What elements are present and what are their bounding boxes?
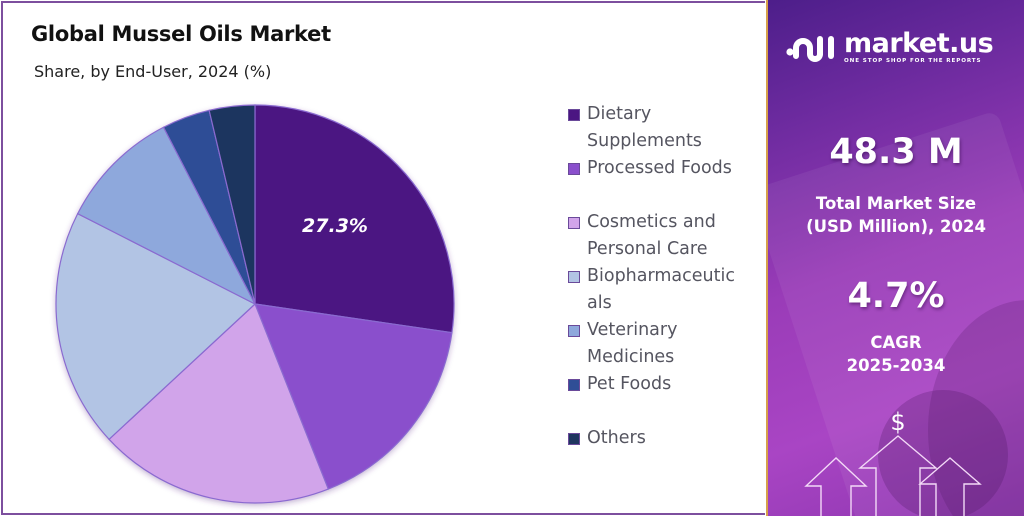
- pie-slice-veterinary-medicines[interactable]: [76, 126, 257, 306]
- pie-slice-dietary-supplements[interactable]: [254, 104, 455, 334]
- legend-label: Pet Foods: [587, 374, 672, 394]
- brand-tagline: ONE STOP SHOP FOR THE REPORTS: [844, 57, 982, 64]
- legend-item-dietary-supplements[interactable]: Dietary Supplements: [568, 103, 762, 155]
- chart-panel: Global Mussel Oils Market Share, by End-…: [1, 1, 765, 515]
- brand-name: market.us: [844, 27, 994, 59]
- market-size-caption: Total Market Size (USD Million), 2024: [768, 192, 1024, 238]
- legend-label: Cosmetics and Personal Care: [587, 212, 716, 259]
- legend-item-processed-foods[interactable]: Processed Foods: [568, 157, 762, 182]
- legend-item-biopharmaceuticals[interactable]: Biopharmaceutic als: [568, 265, 762, 317]
- legend-label: Dietary Supplements: [587, 104, 702, 151]
- legend-item-pet-foods[interactable]: Pet Foods: [568, 373, 762, 398]
- coffee-cup-decoration: [878, 390, 1008, 516]
- cagr-stat: 4.7%: [768, 276, 1024, 316]
- legend-swatch: [568, 217, 580, 229]
- cagr-value: 4.7%: [847, 276, 945, 316]
- market-us-logo-icon: [786, 36, 834, 62]
- legend-swatch: [568, 271, 580, 283]
- legend-swatch: [568, 433, 580, 445]
- market-size-stat: 48.3 M: [768, 132, 1024, 172]
- market-size-caption-line2: (USD Million), 2024: [806, 217, 986, 236]
- slice-label-dietary-supplements: 27.3%: [302, 215, 368, 237]
- brand-logo[interactable]: market.us ONE STOP SHOP FOR THE REPORTS: [786, 27, 994, 64]
- summary-panel: market.us ONE STOP SHOP FOR THE REPORTS …: [766, 0, 1024, 516]
- legend-label: Veterinary Medicines: [587, 320, 678, 367]
- growth-arrows-icon: $: [804, 408, 982, 516]
- legend-item-cosmetics-and-personal-care[interactable]: Cosmetics and Personal Care: [568, 211, 762, 263]
- chart-title: Global Mussel Oils Market: [31, 22, 331, 46]
- legend-label: Processed Foods: [587, 158, 732, 178]
- market-size-caption-line1: Total Market Size: [815, 194, 977, 213]
- cagr-caption-line2: 2025-2034: [846, 356, 946, 375]
- dollar-icon: $: [890, 408, 905, 436]
- pie-slices: [55, 104, 455, 504]
- legend-swatch: [568, 163, 580, 175]
- legend-swatch: [568, 109, 580, 121]
- legend-swatch: [568, 325, 580, 337]
- legend-label: Biopharmaceutic als: [587, 266, 735, 313]
- pie-slice-others[interactable]: [208, 104, 256, 305]
- pie-slice-biopharmaceuticals[interactable]: [55, 212, 257, 441]
- pie-chart: 27.3%: [55, 104, 455, 504]
- cagr-caption-line1: CAGR: [870, 333, 922, 352]
- legend-item-others[interactable]: Others: [568, 427, 762, 452]
- cagr-caption: CAGR 2025-2034: [768, 331, 1024, 377]
- legend-label: Others: [587, 428, 646, 448]
- pie-slice-processed-foods[interactable]: [254, 303, 453, 490]
- legend-item-veterinary-medicines[interactable]: Veterinary Medicines: [568, 319, 762, 371]
- market-size-value: 48.3 M: [829, 132, 963, 172]
- chart-subtitle: Share, by End-User, 2024 (%): [34, 62, 272, 81]
- legend-swatch: [568, 379, 580, 391]
- pie-slice-cosmetics-and-personal-care[interactable]: [108, 302, 330, 504]
